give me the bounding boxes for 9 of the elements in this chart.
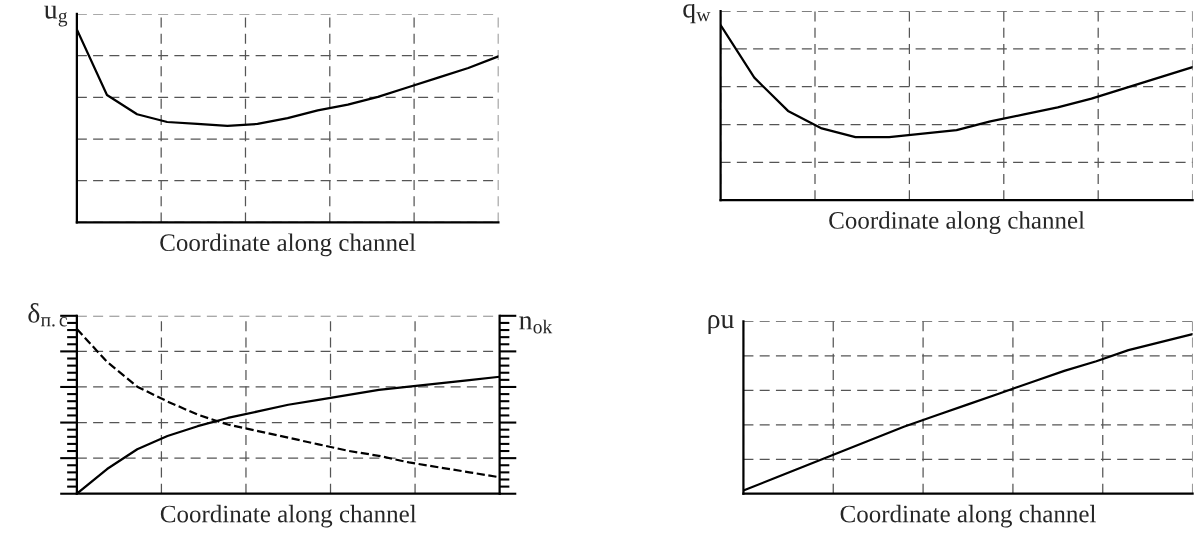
- y-axis-title: ρu: [708, 315, 734, 334]
- y-axis-title: u$_{g}$: [44, 5, 68, 27]
- y2-axis-title: n$_{ok}$: [519, 316, 553, 334]
- x-axis-title: Coordinate along channel: [160, 233, 416, 257]
- x-axis-title: Coordinate along channel: [840, 504, 1096, 528]
- x-axis-title: Coordinate along channel: [160, 504, 417, 528]
- x-axis-title: Coordinate along channel: [829, 211, 1085, 235]
- y-axis-title: q$_{w}$: [683, 3, 711, 24]
- y-axis-title: δ$_{п.с}$: [28, 303, 67, 327]
